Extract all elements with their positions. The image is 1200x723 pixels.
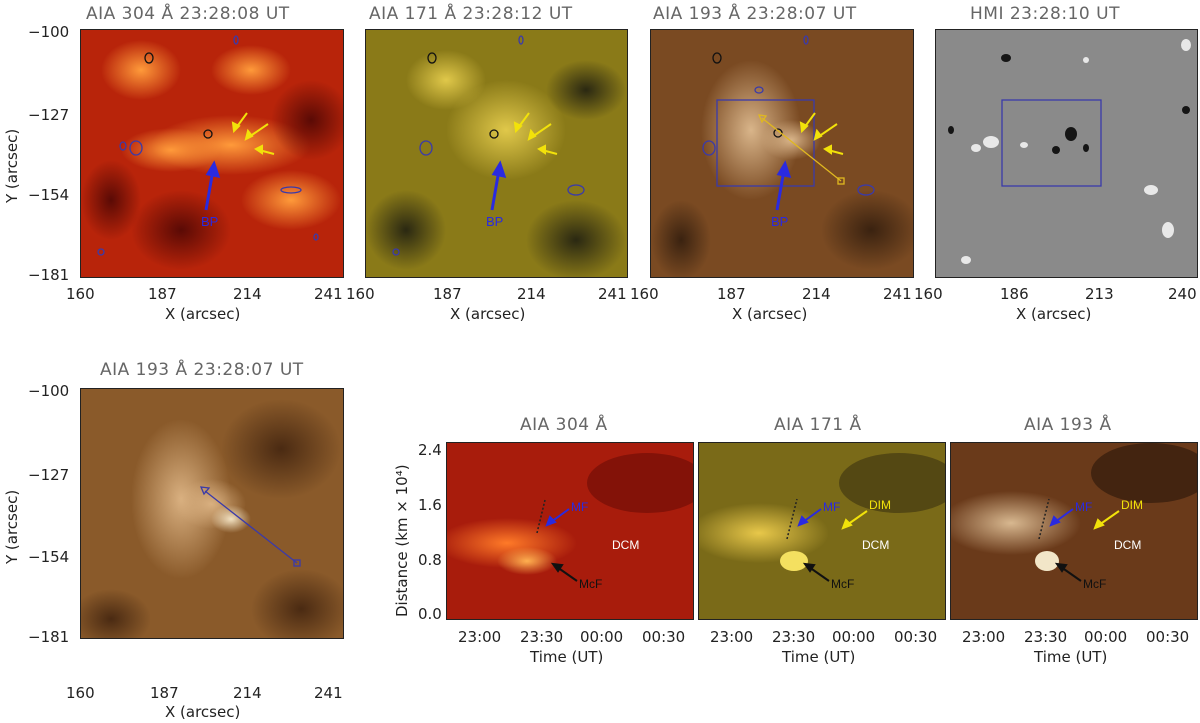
svg-text:McF: McF bbox=[831, 577, 854, 591]
xtick: 23:00 bbox=[710, 628, 754, 646]
xtick: 00:30 bbox=[894, 628, 938, 646]
timeslice-y-axis-label: Distance (km × 10⁴) bbox=[393, 464, 411, 617]
timeslice-title-aia193: AIA 193 Å bbox=[1024, 415, 1112, 435]
svg-text:DCM: DCM bbox=[1114, 538, 1141, 552]
ytick: −100 bbox=[28, 382, 70, 400]
y-axis-label: Y (arcsec) bbox=[3, 489, 21, 564]
image-aia193-zoom bbox=[80, 388, 344, 639]
x-axis-label: X (arcsec) bbox=[1016, 305, 1092, 323]
xtick: 23:30 bbox=[772, 628, 816, 646]
timeslice-title-aia171: AIA 171 Å bbox=[774, 415, 862, 435]
xtick: 187 bbox=[148, 285, 177, 303]
xtick: 214 bbox=[802, 285, 831, 303]
ytick: −127 bbox=[28, 106, 70, 124]
panel-title-aia193-zoom: AIA 193 Å 23:28:07 UT bbox=[100, 360, 304, 380]
x-axis-label: Time (UT) bbox=[782, 648, 856, 666]
image-aia193: BP bbox=[650, 29, 914, 278]
x-axis-label: X (arcsec) bbox=[450, 305, 526, 323]
ytick: 2.4 bbox=[418, 441, 442, 459]
xtick: 160 bbox=[66, 684, 95, 702]
xtick: 00:30 bbox=[1146, 628, 1190, 646]
bp-label: BP bbox=[771, 214, 788, 229]
image-aia171: BP bbox=[365, 29, 628, 278]
y-axis-label: Y (arcsec) bbox=[3, 128, 21, 203]
xtick: 241 bbox=[883, 285, 912, 303]
panel-title-hmi: HMI 23:28:10 UT bbox=[970, 4, 1120, 24]
ytick: −181 bbox=[28, 266, 70, 284]
xtick: 241 bbox=[314, 684, 343, 702]
ytick: 0.0 bbox=[418, 605, 442, 623]
x-axis-label: Time (UT) bbox=[1034, 648, 1108, 666]
svg-text:DCM: DCM bbox=[862, 538, 889, 552]
panel-title-aia193: AIA 193 Å 23:28:07 UT bbox=[653, 4, 857, 24]
xtick: 160 bbox=[914, 285, 943, 303]
xtick: 00:00 bbox=[1084, 628, 1128, 646]
ytick: −127 bbox=[28, 466, 70, 484]
xtick: 23:00 bbox=[962, 628, 1006, 646]
ytick: −181 bbox=[28, 628, 70, 646]
xtick: 241 bbox=[314, 285, 343, 303]
xtick: 186 bbox=[1000, 285, 1029, 303]
panel-title-aia171: AIA 171 Å 23:28:12 UT bbox=[369, 4, 573, 24]
image-aia304: BP bbox=[80, 29, 344, 278]
svg-text:MF: MF bbox=[1075, 500, 1092, 514]
svg-text:MF: MF bbox=[571, 500, 588, 514]
xtick: 160 bbox=[346, 285, 375, 303]
xtick: 214 bbox=[233, 285, 262, 303]
svg-text:McF: McF bbox=[1083, 577, 1106, 591]
xtick: 241 bbox=[598, 285, 627, 303]
xtick: 214 bbox=[233, 684, 262, 702]
svg-text:McF: McF bbox=[579, 577, 602, 591]
xtick: 00:00 bbox=[580, 628, 624, 646]
aia304-image-svg: BP bbox=[81, 30, 343, 277]
ytick: 1.6 bbox=[418, 496, 442, 514]
xtick: 214 bbox=[517, 285, 546, 303]
x-axis-label: X (arcsec) bbox=[165, 305, 241, 323]
xtick: 187 bbox=[717, 285, 746, 303]
xtick: 240 bbox=[1168, 285, 1197, 303]
image-hmi bbox=[935, 29, 1198, 278]
xtick: 23:30 bbox=[520, 628, 564, 646]
x-axis-label: X (arcsec) bbox=[732, 305, 808, 323]
bp-label: BP bbox=[486, 214, 503, 229]
xtick: 187 bbox=[433, 285, 462, 303]
x-axis-label: Time (UT) bbox=[530, 648, 604, 666]
ytick: −154 bbox=[28, 186, 70, 204]
ytick: −100 bbox=[28, 23, 70, 41]
xtick: 00:00 bbox=[832, 628, 876, 646]
svg-text:DIM: DIM bbox=[869, 498, 891, 512]
bp-label: BP bbox=[201, 214, 218, 229]
xtick: 160 bbox=[630, 285, 659, 303]
svg-text:DCM: DCM bbox=[612, 538, 639, 552]
xtick: 23:00 bbox=[458, 628, 502, 646]
ytick: −154 bbox=[28, 548, 70, 566]
panel-title-aia304: AIA 304 Å 23:28:08 UT bbox=[86, 4, 290, 24]
svg-text:MF: MF bbox=[823, 500, 840, 514]
timeslice-title-aia304: AIA 304 Å bbox=[520, 415, 608, 435]
xtick: 187 bbox=[150, 684, 179, 702]
xtick: 23:30 bbox=[1024, 628, 1068, 646]
timeslice-aia304: MF McF DCM bbox=[446, 442, 694, 620]
x-axis-label: X (arcsec) bbox=[165, 703, 241, 721]
timeslice-aia193: MF DIM McF DCM bbox=[950, 442, 1198, 620]
xtick: 160 bbox=[66, 285, 95, 303]
timeslice-aia171: MF DIM McF DCM bbox=[698, 442, 946, 620]
xtick: 213 bbox=[1085, 285, 1114, 303]
ytick: 0.8 bbox=[418, 551, 442, 569]
xtick: 00:30 bbox=[642, 628, 686, 646]
svg-text:DIM: DIM bbox=[1121, 498, 1143, 512]
